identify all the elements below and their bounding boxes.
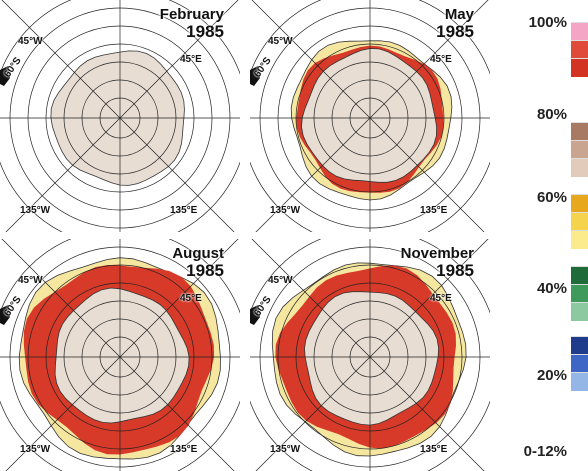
legend-swatch (571, 122, 588, 141)
label-135w: 135°W (270, 205, 301, 216)
label-135e: 135°E (420, 205, 448, 216)
legend-level-100: 100% (528, 14, 567, 31)
legend-swatch (571, 336, 588, 355)
map-panel-may: May 1985 45°W 45°E 135°W 135°E 60°S (250, 0, 490, 232)
meridian-line (119, 356, 235, 471)
label-45e: 45°E (180, 293, 202, 304)
legend-swatch (571, 354, 588, 373)
legend-level-60: 60% (536, 189, 567, 206)
legend-swatch (571, 58, 588, 77)
meridian-line (369, 0, 489, 119)
meridian-line (5, 356, 121, 471)
legend-swatch (571, 230, 588, 249)
panel-month: May (444, 6, 474, 23)
legend-swatch (571, 266, 588, 285)
meridian-line (1, 239, 121, 358)
label-135w: 135°W (20, 444, 51, 455)
label-135e: 135°E (420, 444, 448, 455)
meridian-line (1, 0, 121, 119)
panel-year: 1985 (186, 261, 224, 280)
meridian-line (369, 356, 485, 471)
legend-swatch (571, 40, 588, 59)
panel-month: August (172, 245, 224, 262)
legend-swatch (571, 372, 588, 391)
south-america-tip (0, 305, 10, 325)
meridian-line (255, 356, 371, 471)
meridian-line (369, 117, 485, 232)
polar-map (0, 239, 240, 471)
south-america-tip (0, 66, 10, 86)
legend-level-80: 80% (536, 106, 567, 123)
panel-month: November (400, 245, 474, 262)
legend-level-20: 20% (536, 367, 567, 384)
panel-month: February (159, 6, 224, 23)
map-panel-november: November 1985 45°W 45°E 135°W 135°E 60°S (250, 239, 490, 471)
polar-map (250, 0, 490, 232)
label-45e: 45°E (430, 54, 452, 65)
panel-year: 1985 (186, 22, 224, 41)
meridian-line (255, 117, 371, 232)
panel-year: 1985 (436, 261, 474, 280)
legend-swatch (571, 194, 588, 213)
legend-swatch (571, 158, 588, 177)
concentration-legend: 100% 80% 60% 40% 20% 0-12% (500, 0, 588, 471)
label-45w: 45°W (268, 275, 293, 286)
panel-title: May 1985 (436, 6, 474, 40)
meridian-line (369, 239, 489, 358)
meridian-line (119, 239, 239, 358)
legend-swatch (571, 140, 588, 159)
legend-swatch (571, 284, 588, 303)
meridian-line (119, 0, 239, 119)
south-america-tip (250, 66, 260, 86)
label-45w: 45°W (18, 36, 43, 47)
south-america-tip (250, 305, 260, 325)
label-45w: 45°W (18, 275, 43, 286)
meridian-line (251, 239, 371, 358)
panel-year: 1985 (436, 22, 474, 41)
label-45e: 45°E (180, 54, 202, 65)
panel-title: February 1985 (160, 6, 224, 40)
meridian-line (5, 117, 121, 232)
legend-level-40: 40% (536, 280, 567, 297)
label-45e: 45°E (430, 293, 452, 304)
label-135w: 135°W (20, 205, 51, 216)
label-135e: 135°E (170, 444, 198, 455)
label-135w: 135°W (270, 444, 301, 455)
polar-map (250, 239, 490, 471)
meridian-line (251, 0, 371, 119)
legend-level-0-12: 0-12% (523, 443, 567, 460)
legend-swatch (571, 22, 588, 41)
meridian-line (119, 117, 235, 232)
map-panel-august: August 1985 45°W 45°E 135°W 135°E 60°S (0, 239, 240, 471)
map-panel-february: February 1985 45°W 45°E 135°W 135°E 60°S (0, 0, 240, 232)
label-135e: 135°E (170, 205, 198, 216)
panel-title: November 1985 (401, 245, 474, 279)
polar-map (0, 0, 240, 232)
label-45w: 45°W (268, 36, 293, 47)
panel-title: August 1985 (172, 245, 224, 279)
legend-swatch (571, 302, 588, 321)
legend-swatch (571, 212, 588, 231)
